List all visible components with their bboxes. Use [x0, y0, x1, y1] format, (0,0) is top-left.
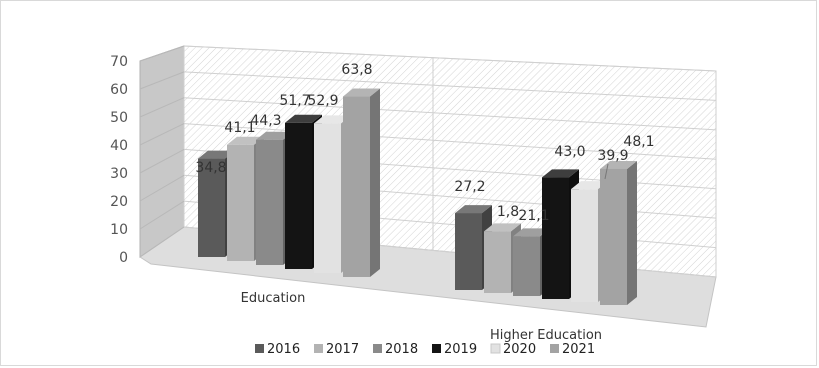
gridline [183, 45, 717, 72]
data-label: 48,1 [623, 134, 654, 150]
legend-label: 2017 [326, 342, 359, 357]
gridline-side [139, 71, 185, 90]
data-label: 21,1 [518, 208, 549, 224]
legend-item: 2019 [432, 342, 477, 357]
bar-top [542, 169, 579, 178]
bar-top [600, 160, 637, 169]
y-tick-label: 30 [110, 166, 128, 182]
y-tick-label: 10 [110, 222, 128, 238]
gridline-side [139, 200, 185, 230]
gridline-side [139, 123, 185, 146]
legend-item: 2018 [373, 342, 418, 357]
bar-2018-higher-education [513, 236, 540, 296]
gridline-side [139, 97, 185, 118]
bar-2019-education [285, 122, 312, 270]
bar-2017-education [227, 144, 254, 261]
bar-2020-education [314, 123, 341, 274]
y-axis-ticks: 0 10 20 30 40 50 60 70 [110, 54, 128, 266]
bar-top [256, 131, 293, 140]
bar-2020-higher-education [571, 189, 598, 302]
legend-item: 2016 [255, 342, 300, 357]
data-label: 43,0 [554, 144, 585, 160]
bar-side [370, 88, 380, 277]
legend-swatch [314, 344, 323, 353]
data-label: 44,3 [250, 113, 281, 129]
gridline-side [139, 174, 185, 202]
bar-side [627, 160, 637, 305]
y-tick-label: 20 [110, 194, 128, 210]
category-label: Higher Education [490, 328, 602, 343]
gridline-side [139, 148, 185, 174]
legend-item: 2017 [314, 342, 359, 357]
bar-2021-higher-education [600, 168, 627, 305]
y-tick-label: 0 [119, 250, 128, 266]
y-tick-label: 50 [110, 110, 128, 126]
data-label: 27,2 [454, 179, 485, 195]
bar-2017-higher-education [484, 231, 511, 293]
bar-top [285, 114, 322, 123]
bar-2019-higher-education [542, 177, 569, 299]
data-label: 63,8 [341, 62, 372, 78]
gridline [183, 71, 717, 101]
legend-label: 2019 [444, 342, 477, 357]
bar-top [227, 136, 264, 145]
data-label: 39,9 [597, 148, 628, 164]
legend-swatch [432, 344, 441, 353]
bar-2016-higher-education [455, 213, 482, 290]
legend-item: 2020 [490, 342, 536, 357]
bar-2021-education [343, 96, 370, 277]
gridline [183, 123, 717, 160]
category-labels: Education Higher Education [241, 291, 602, 343]
bar-2018-education [256, 139, 283, 265]
bar-top [513, 228, 550, 237]
legend-label: 2016 [267, 342, 300, 357]
legend-label: 2020 [503, 342, 536, 357]
bar-top [484, 223, 521, 232]
data-label: 1,8 [497, 204, 519, 220]
data-label: 52,9 [307, 93, 338, 109]
data-labels: 34,8 41,144,3 51,752,963,8 27,2 1,8 21,1 43,0 3… [195, 62, 654, 224]
legend: 2016 2017 2018 2019 2020 2021 [255, 342, 595, 357]
bar-top [343, 88, 380, 97]
bar-2016-education [198, 158, 225, 257]
y-tick-label: 40 [110, 138, 128, 154]
data-label: 34,8 [195, 160, 226, 176]
legend-swatch [490, 343, 501, 354]
bar-top [314, 115, 351, 124]
data-label: 51,7 [279, 93, 310, 109]
bar-top [455, 205, 492, 214]
y-tick-label: 60 [110, 82, 128, 98]
bar-top [198, 150, 235, 159]
legend-swatch [255, 344, 264, 353]
gridline-side [139, 45, 185, 62]
legend-swatch [373, 344, 382, 353]
bars [198, 88, 637, 305]
gridline-side [139, 226, 185, 258]
bar-top [571, 181, 608, 190]
data-label: 41,1 [224, 120, 255, 136]
legend-swatch [550, 344, 559, 353]
legend-label: 2021 [562, 342, 595, 357]
legend-label: 2018 [385, 342, 418, 357]
gridline [183, 97, 717, 131]
label-leader-line [604, 163, 609, 180]
category-label: Education [241, 291, 306, 306]
legend-item: 2021 [550, 342, 595, 357]
y-tick-label: 70 [110, 54, 128, 70]
